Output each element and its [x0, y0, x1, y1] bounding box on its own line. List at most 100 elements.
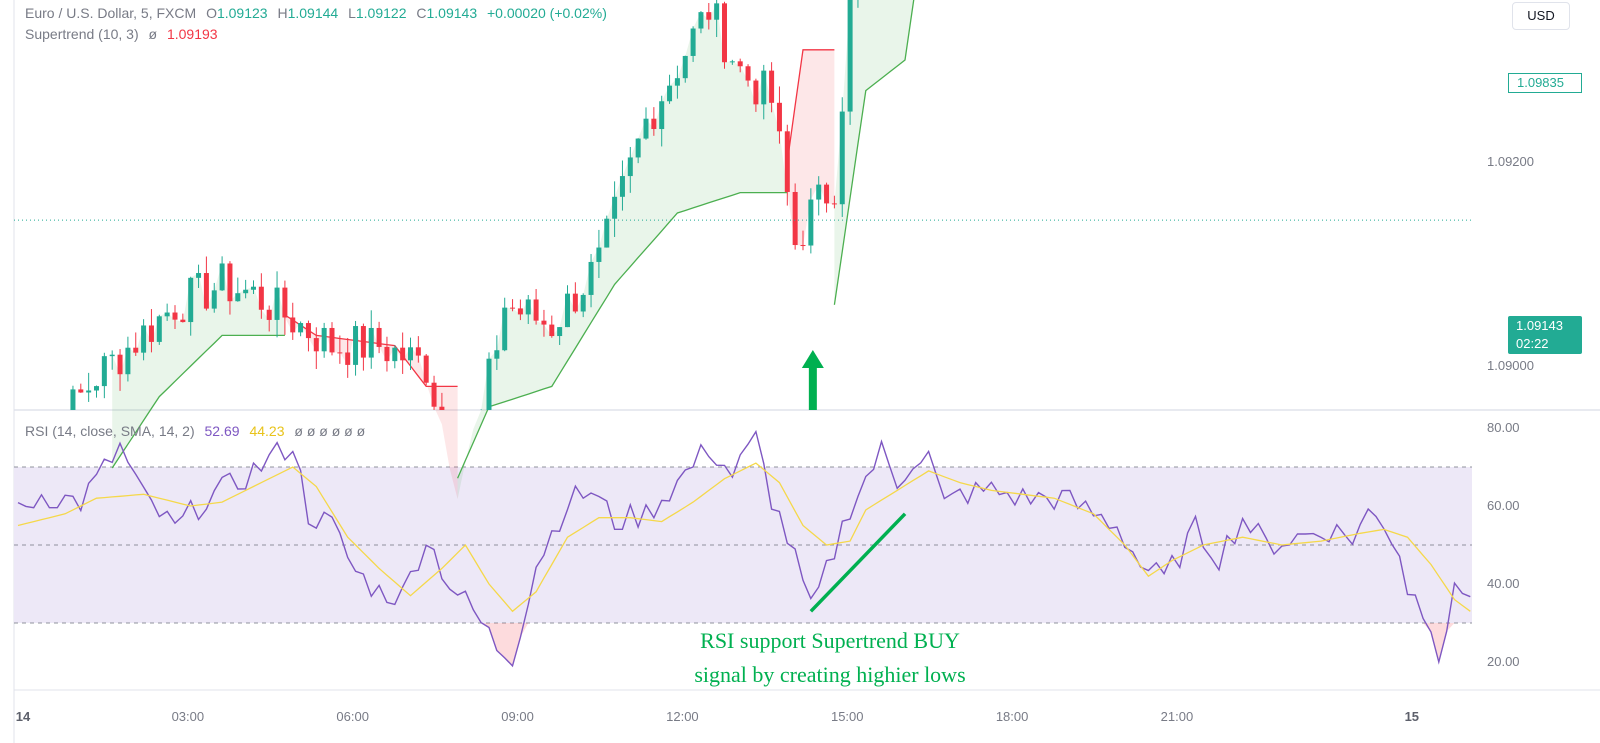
close-label: C	[416, 5, 427, 21]
bar-countdown: 02:22	[1516, 336, 1549, 351]
supertrend-legend[interactable]: Supertrend (10, 3) ø 1.09193	[25, 25, 218, 43]
symbol-legend: Euro / U.S. Dollar, 5, FXCM O1.09123 H1.…	[25, 4, 607, 22]
supertrend-value: 1.09193	[166, 26, 218, 42]
currency-button[interactable]: USD	[1512, 2, 1570, 30]
candle	[682, 55, 688, 79]
rsi-ma-value: 44.23	[249, 423, 285, 439]
candle	[619, 176, 625, 197]
candle	[305, 323, 311, 339]
annotation-line-2: signal by creating highier lows	[694, 662, 966, 687]
rsi-legend[interactable]: RSI (14, close, SMA, 14, 2) 52.69 44.23 …	[25, 422, 365, 440]
candle	[423, 355, 429, 383]
candle	[604, 218, 610, 248]
candle	[211, 290, 217, 309]
candle	[659, 101, 665, 130]
candle	[580, 294, 586, 312]
candle	[274, 287, 280, 320]
candle	[219, 263, 225, 291]
buy-signal-arrow-icon	[801, 350, 824, 410]
candle	[117, 354, 123, 375]
candle	[517, 308, 523, 315]
supertrend-line-up	[111, 334, 285, 469]
supertrend-fill-up	[834, 0, 914, 305]
high-label: H	[277, 5, 288, 21]
low-value: 1.09122	[355, 5, 407, 21]
candle	[541, 320, 547, 325]
candle	[722, 3, 727, 63]
candle	[667, 85, 673, 102]
candle	[510, 307, 516, 309]
rsi-axis-label: 60.00	[1487, 498, 1520, 513]
annotation-line-1: RSI support Supertrend BUY	[700, 628, 960, 653]
supertrend-name: Supertrend (10, 3)	[25, 26, 139, 42]
candle	[502, 307, 508, 351]
supertrend-fill-down	[787, 49, 835, 246]
candle	[282, 287, 288, 318]
candle	[745, 66, 751, 81]
candle	[525, 299, 531, 315]
candle	[706, 12, 712, 20]
candle	[235, 293, 241, 302]
supertrend-line-up	[833, 0, 915, 305]
candle	[298, 323, 304, 333]
candle	[557, 327, 563, 337]
change-value: +0.00020 (+0.02%)	[487, 5, 607, 21]
candle	[729, 61, 735, 63]
candle	[643, 118, 649, 139]
candle	[251, 286, 256, 290]
candle	[258, 286, 264, 310]
candle	[816, 184, 822, 200]
candle	[565, 293, 570, 328]
supertrend-fill-down	[284, 315, 458, 499]
candle	[345, 352, 351, 365]
candle	[78, 389, 84, 393]
supertrend-empty-value: ø	[148, 26, 158, 42]
open-value: 1.09123	[216, 5, 268, 21]
candle	[133, 347, 139, 353]
supertrend-price-tag: 1.09835	[1508, 73, 1582, 93]
time-axis-label: 18:00	[995, 709, 1029, 724]
candle	[360, 326, 366, 358]
candle	[690, 28, 696, 56]
candle	[627, 157, 633, 177]
last-price-value: 1.09143	[1516, 318, 1563, 333]
candle	[737, 61, 743, 67]
supertrend-line-down	[786, 49, 835, 163]
candle	[368, 327, 374, 358]
candle	[337, 352, 343, 354]
candle	[164, 312, 170, 317]
candle	[329, 327, 335, 353]
candle	[824, 184, 830, 204]
rsi-empty-values: ø ø ø ø ø ø	[294, 423, 366, 439]
candle	[431, 382, 437, 407]
candle	[533, 299, 539, 321]
candle	[596, 247, 602, 262]
candle	[588, 261, 594, 295]
candle	[769, 70, 775, 103]
rsi-axis-label: 20.00	[1487, 654, 1520, 669]
candle	[101, 356, 107, 387]
time-axis-label: 03:00	[171, 709, 205, 724]
candle	[313, 338, 319, 352]
candle	[714, 3, 720, 20]
candle	[847, 0, 853, 112]
last-price-tag: 1.09143 02:22	[1508, 316, 1582, 354]
candle	[290, 317, 296, 333]
candle	[86, 390, 92, 393]
candle	[353, 326, 359, 365]
candle	[792, 191, 798, 246]
candle	[109, 354, 115, 357]
time-axis-label: 06:00	[336, 709, 369, 724]
rsi-name: RSI (14, close, SMA, 14, 2)	[25, 423, 195, 439]
candle	[572, 293, 578, 312]
candle	[776, 102, 782, 132]
rsi-axis-label: 40.00	[1487, 576, 1520, 591]
time-axis-label: 09:00	[501, 709, 534, 724]
rsi-lines	[17, 429, 1471, 668]
candle	[698, 12, 704, 29]
candle	[808, 199, 814, 246]
candle	[148, 325, 154, 342]
candle	[180, 319, 186, 323]
rsi-value: 52.69	[204, 423, 240, 439]
